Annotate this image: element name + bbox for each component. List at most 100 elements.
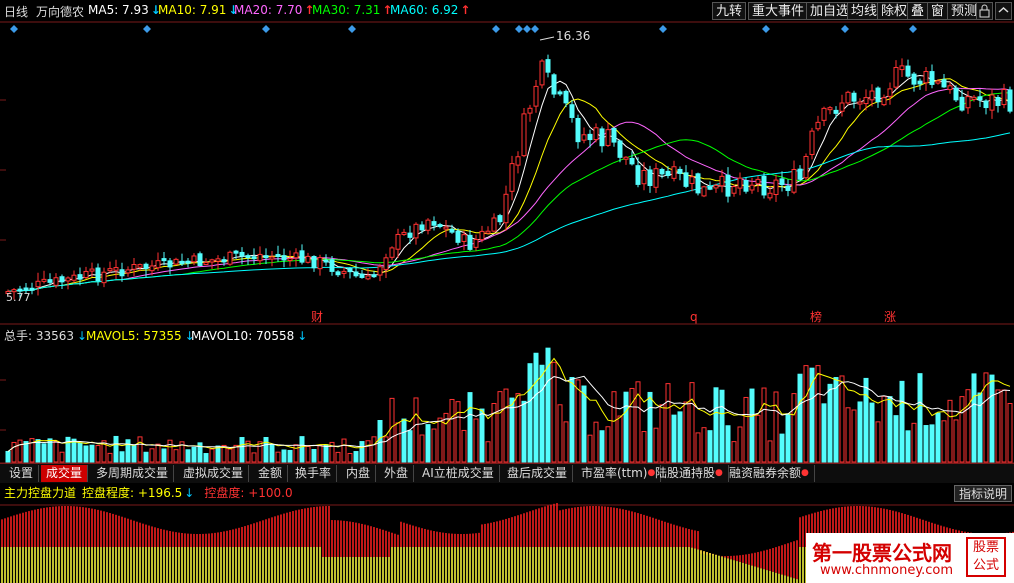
ex-rights-button[interactable]: 除权 (877, 2, 912, 20)
volume-bar (173, 449, 179, 463)
candle-body (449, 228, 455, 233)
ma5-value: MA5: 7.93 (88, 3, 149, 17)
tab-outer-volume[interactable]: 外盘 (379, 465, 415, 482)
tab-turnover[interactable]: 换手率 (290, 465, 338, 482)
candle-body (575, 118, 581, 143)
tab-amount[interactable]: 金额 (253, 465, 289, 482)
candle-body (965, 96, 971, 109)
candle-body (539, 60, 545, 86)
candle-body (683, 172, 689, 187)
tab-volume[interactable]: 成交量 (41, 465, 89, 482)
volume-bars[interactable] (5, 347, 1013, 463)
volume-bar (707, 430, 713, 463)
volume-bar (371, 436, 377, 463)
lock-icon[interactable] (976, 2, 993, 20)
volume-bar (299, 436, 305, 463)
candle-body (755, 178, 761, 185)
control-level-value: 控盘度: +100.0 (204, 485, 292, 500)
volume-bar (113, 435, 119, 463)
more-icon[interactable] (995, 2, 1012, 20)
tab-after-hours-volume[interactable]: 盘后成交量 (502, 465, 574, 482)
tab-pe-ttm[interactable]: 市盈率(ttm)● (576, 465, 662, 482)
volume-bar (1007, 403, 1013, 463)
candle-body (167, 260, 173, 268)
volume-bar (305, 445, 311, 463)
candle-body (563, 90, 569, 104)
tab-virtual-volume[interactable]: 虚拟成交量 (178, 465, 250, 482)
volume-bar (755, 414, 761, 463)
volume-bar (227, 448, 233, 463)
candle-body (413, 223, 419, 239)
volume-bar (401, 418, 407, 463)
candle-body (371, 274, 377, 278)
indicator3-name: 主力控盘力道 (4, 485, 76, 500)
forecast-button[interactable]: 预测 (947, 2, 982, 20)
candle-body (587, 133, 593, 141)
candle-body (341, 270, 347, 274)
volume-bar (917, 373, 923, 463)
tab-settings[interactable]: 设置 (4, 465, 40, 482)
event-marker-q[interactable]: q (690, 310, 698, 324)
candle-body (173, 258, 179, 265)
candle-body (203, 262, 209, 266)
event-diamonds[interactable] (10, 25, 917, 33)
candle-body (227, 251, 233, 265)
control-degree-value: 控盘程度: +196.5 (82, 485, 182, 500)
candle-body (431, 221, 437, 226)
volume-bar (269, 444, 275, 463)
candle-body (11, 289, 17, 293)
indicator-help-button[interactable]: 指标说明 (953, 485, 1012, 502)
volume-bar (803, 365, 809, 463)
candle-body (689, 176, 695, 184)
volume-bar (467, 392, 473, 463)
ma60-value: MA60: 6.92 (390, 3, 459, 17)
candle-body (599, 128, 605, 147)
volume-bar (425, 424, 431, 463)
moving-average-button[interactable]: 均线 (847, 2, 882, 20)
event-marker-limit-up[interactable]: 涨 (884, 309, 896, 324)
jiuzhuan-button[interactable]: 九转 (712, 2, 747, 20)
candle-body (719, 175, 725, 187)
min-price-label: 5.77 (6, 291, 31, 304)
ma60-arrow-icon: ↑ (460, 3, 471, 17)
candle-body (233, 250, 239, 254)
period-label[interactable]: 日线 (4, 5, 29, 19)
mavol10-value: MAVOL10: 70558 (191, 329, 294, 343)
candle-body (491, 217, 497, 232)
volume-bar (233, 444, 239, 463)
tab-inner-volume[interactable]: 内盘 (341, 465, 377, 482)
tab-multi-period-volume[interactable]: 多周期成交量 (91, 465, 175, 482)
volume-bar (155, 443, 161, 463)
candle-body (623, 156, 629, 160)
tab-volume-label: 成交量 (46, 466, 83, 480)
tab-ai-pile-volume-label: AI立桩成交量 (422, 466, 494, 480)
tab-ai-pile-volume[interactable]: AI立桩成交量 (417, 465, 500, 482)
candle-body (887, 88, 893, 97)
candle-body (53, 277, 59, 286)
volume-bar (353, 451, 359, 463)
volume-bar (947, 399, 953, 463)
watermark-title: 第一股票公式网 (812, 541, 952, 565)
tab-outer-volume-label: 外盘 (384, 466, 409, 480)
event-diamond-icon (909, 25, 917, 33)
tab-margin-balance[interactable]: 融资融券余额● (724, 465, 815, 482)
volume-bar (251, 452, 257, 463)
volume-bar (701, 427, 707, 463)
volume-bar (623, 391, 629, 463)
volume-bar (449, 398, 455, 463)
add-watchlist-button[interactable]: 加自选 (806, 2, 854, 20)
event-marker-ranking[interactable]: 榜 (810, 309, 822, 324)
ma10-line (7, 78, 1011, 292)
volume-bar (161, 448, 167, 463)
volume-bar (821, 403, 827, 463)
event-marker-finance[interactable]: 财 (311, 310, 323, 324)
volume-bar (563, 421, 569, 463)
volume-bar (419, 434, 425, 463)
tab-northbound-holdings[interactable]: 陆股通持股● (650, 465, 729, 482)
volume-bar (725, 425, 731, 463)
candle-body (65, 277, 71, 282)
candlesticks[interactable] (5, 54, 1013, 300)
volume-bar (923, 425, 929, 463)
window-button[interactable]: 窗 (927, 2, 949, 20)
